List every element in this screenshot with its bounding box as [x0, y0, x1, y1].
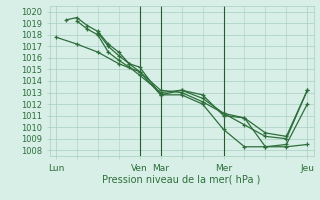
- X-axis label: Pression niveau de la mer( hPa ): Pression niveau de la mer( hPa ): [102, 174, 261, 184]
